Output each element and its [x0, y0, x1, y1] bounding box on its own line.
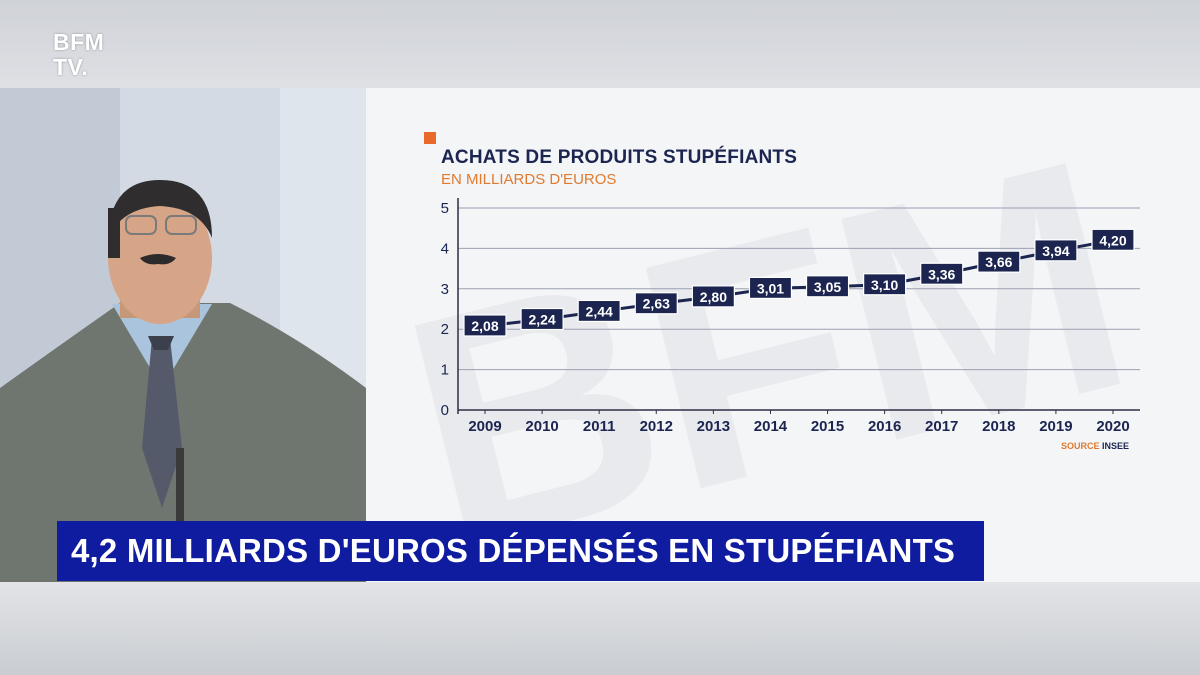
- data-label-box: [634, 292, 678, 315]
- data-label-box: [691, 285, 735, 308]
- data-label-box: [805, 275, 850, 298]
- x-tick-label: 2011: [583, 418, 616, 435]
- studio-background-top: [0, 0, 1200, 92]
- data-label: 2,44: [577, 299, 621, 323]
- data-label: 2,80: [691, 285, 735, 308]
- x-tick-label: 2020: [1096, 418, 1129, 435]
- data-label-box: [1034, 239, 1078, 262]
- data-labels: 2,08 2,24 2,44 2,63 2,80 3,01 3,05 3,10 3,36 3,66…: [463, 228, 1135, 337]
- chart-subtitle: EN MILLIARDS D'EUROS: [441, 171, 617, 188]
- data-label-text: 2,08: [471, 318, 498, 334]
- data-label: 3,10: [863, 273, 907, 296]
- source-name: INSEE: [1102, 441, 1130, 451]
- data-label-text: 2,44: [586, 303, 613, 319]
- data-label-text: 2,80: [700, 289, 727, 305]
- studio-background-bottom: [0, 582, 1200, 675]
- y-tick-label: 2: [441, 321, 449, 338]
- data-label: 4,20: [1091, 228, 1135, 251]
- x-tick-label: 2017: [925, 418, 958, 435]
- data-label-box: [920, 262, 964, 285]
- channel-logo: BFM TV.: [53, 30, 117, 84]
- data-label-box: [1091, 228, 1135, 251]
- x-tick-label: 2016: [868, 418, 901, 435]
- logo-line-1: BFM: [53, 29, 105, 55]
- chart-title: ACHATS DE PRODUITS STUPÉFIANTS: [441, 147, 798, 168]
- data-label: 3,36: [920, 262, 964, 285]
- logo-line-2: TV.: [53, 54, 89, 80]
- data-label: 3,94: [1034, 239, 1078, 262]
- x-tick-label: 2014: [754, 418, 788, 435]
- chart-source: SOURCE INSEE: [1061, 441, 1129, 451]
- y-tick-label: 3: [441, 281, 449, 298]
- data-label-box: [577, 299, 621, 323]
- guest-video-feed: [0, 88, 366, 582]
- data-label-text: 3,10: [871, 277, 898, 293]
- x-tick-label: 2015: [811, 418, 844, 435]
- y-tick-label: 1: [441, 362, 449, 379]
- data-label: 3,05: [805, 275, 850, 298]
- x-tick-label: 2013: [697, 418, 730, 435]
- data-label: 2,08: [463, 314, 507, 337]
- data-label-box: [520, 307, 564, 331]
- data-label-box: [748, 276, 793, 299]
- headline-banner: 4,2 MILLIARDS D'EUROS DÉPENSÉS EN STUPÉF…: [57, 521, 984, 581]
- x-tick-label: 2010: [525, 418, 558, 435]
- data-label: 2,63: [634, 292, 678, 315]
- y-tick-label: 5: [441, 200, 449, 217]
- x-tick-label: 2009: [468, 418, 501, 435]
- data-label-box: [863, 273, 907, 296]
- headline-text: 4,2 MILLIARDS D'EUROS DÉPENSÉS EN STUPÉF…: [71, 532, 956, 569]
- source-label: SOURCE: [1061, 441, 1100, 451]
- data-label: 3,66: [977, 250, 1021, 273]
- y-tick-label: 4: [441, 240, 449, 257]
- x-tick-label: 2019: [1039, 418, 1072, 435]
- data-label-text: 3,36: [928, 266, 955, 282]
- data-label-box: [977, 250, 1021, 273]
- guest-person-illustration: [0, 88, 366, 582]
- x-tick-label: 2012: [640, 418, 673, 435]
- data-label-text: 2,24: [528, 312, 555, 328]
- axes: 0 1 2 3 4 5 2009 2010 2011 2012 2013 2014 2015 2016 20…: [441, 198, 1130, 435]
- data-label: 3,01: [748, 276, 793, 299]
- data-label-text: 3,05: [814, 279, 841, 295]
- data-label-box: [463, 314, 507, 337]
- title-accent-square: [424, 132, 436, 144]
- x-tick-label: 2018: [982, 418, 1015, 435]
- data-label-text: 3,66: [985, 254, 1012, 270]
- data-label-text: 4,20: [1099, 232, 1126, 248]
- data-label-text: 3,01: [757, 280, 784, 296]
- data-label-text: 2,63: [643, 296, 670, 312]
- data-label: 2,24: [520, 307, 564, 331]
- y-tick-label: 0: [441, 402, 449, 419]
- data-label-text: 3,94: [1042, 243, 1069, 259]
